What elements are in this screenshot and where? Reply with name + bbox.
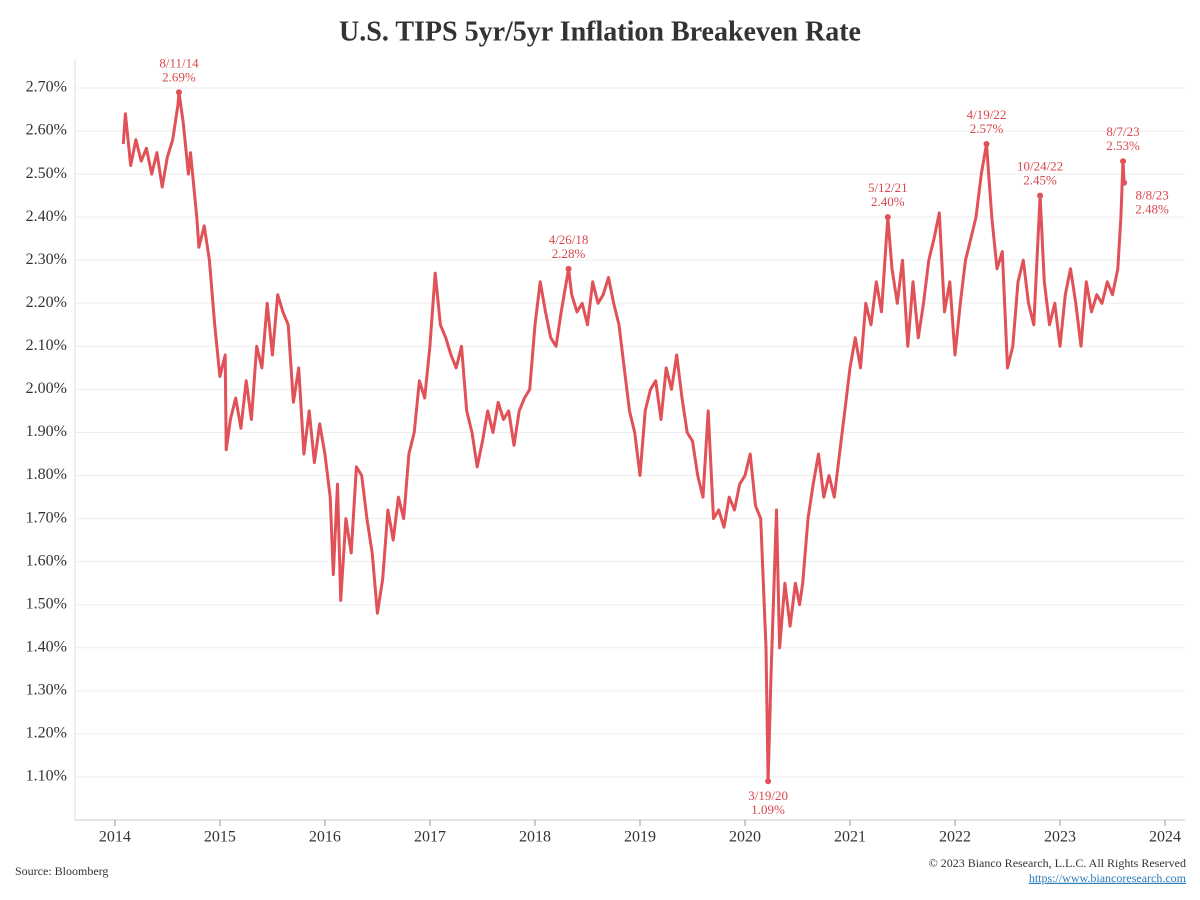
- annotation-date: 4/26/18: [549, 232, 589, 247]
- annotation-dot: [765, 778, 772, 785]
- y-tick-label: 1.90%: [26, 423, 67, 440]
- x-tick-label: 2018: [519, 829, 551, 846]
- annotation-value: 2.69%: [162, 69, 196, 84]
- copyright: © 2023 Bianco Research, L.L.C. All Right…: [929, 856, 1186, 870]
- x-tick-label: 2024: [1149, 829, 1181, 846]
- y-tick-label: 2.50%: [26, 165, 67, 182]
- annotation-dot: [565, 265, 572, 272]
- x-tick-label: 2021: [834, 829, 866, 846]
- x-tick-label: 2019: [624, 829, 656, 846]
- y-tick-label: 1.60%: [26, 552, 67, 569]
- annotation-value: 2.48%: [1135, 202, 1169, 217]
- x-tick-label: 2022: [939, 829, 971, 846]
- x-tick-label: 2020: [729, 829, 761, 846]
- x-tick-label: 2017: [414, 829, 446, 846]
- annotation-value: 1.09%: [751, 802, 785, 817]
- y-tick-label: 1.30%: [26, 681, 67, 698]
- annotation-date: 4/19/22: [967, 107, 1007, 122]
- y-tick-label: 2.30%: [26, 251, 67, 268]
- y-tick-label: 1.40%: [26, 638, 67, 655]
- annotation-dot: [1120, 158, 1127, 165]
- url-link[interactable]: https://www.biancoresearch.com: [1029, 871, 1187, 885]
- annotation-date: 5/12/21: [868, 180, 908, 195]
- annotation-dot: [1121, 179, 1128, 186]
- y-tick-label: 2.10%: [26, 337, 67, 354]
- x-tick-label: 2014: [99, 829, 131, 846]
- annotation-value: 2.57%: [970, 121, 1004, 136]
- y-tick-label: 2.60%: [26, 122, 67, 139]
- y-tick-label: 2.40%: [26, 208, 67, 225]
- chart-title: U.S. TIPS 5yr/5yr Inflation Breakeven Ra…: [339, 16, 861, 47]
- y-tick-label: 1.20%: [26, 725, 67, 742]
- annotation-dot: [175, 89, 182, 96]
- annotation-date: 10/24/22: [1017, 159, 1063, 174]
- y-tick-label: 2.00%: [26, 380, 67, 397]
- annotation-value: 2.40%: [871, 194, 905, 209]
- y-tick-label: 2.20%: [26, 294, 67, 311]
- x-tick-label: 2015: [204, 829, 236, 846]
- source: Source: Bloomberg: [15, 864, 108, 878]
- annotation-dot: [884, 214, 891, 221]
- y-tick-label: 1.80%: [26, 466, 67, 483]
- y-tick-label: 2.70%: [26, 79, 67, 96]
- annotation-date: 8/8/23: [1135, 188, 1168, 203]
- x-tick-label: 2016: [309, 829, 341, 846]
- annotation-date: 8/7/23: [1106, 124, 1139, 139]
- y-tick-label: 1.10%: [26, 768, 67, 785]
- annotation-dot: [1037, 192, 1044, 199]
- annotation-date: 8/11/14: [159, 55, 199, 70]
- y-tick-label: 1.50%: [26, 595, 67, 612]
- y-tick-label: 1.70%: [26, 509, 67, 526]
- series-line: [121, 90, 1126, 783]
- x-tick-label: 2023: [1044, 829, 1076, 846]
- annotation-dot: [983, 140, 990, 147]
- annotation-value: 2.28%: [552, 246, 586, 261]
- annotation-value: 2.45%: [1023, 173, 1057, 188]
- annotation-value: 2.53%: [1106, 138, 1140, 153]
- annotation-date: 3/19/20: [748, 788, 788, 803]
